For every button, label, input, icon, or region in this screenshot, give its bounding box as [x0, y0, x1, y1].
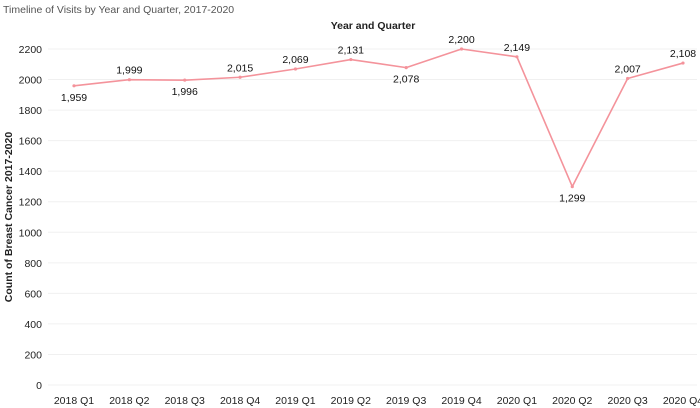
data-point[interactable] [626, 76, 630, 81]
x-tick-label: 2019 Q4 [441, 395, 481, 407]
series-layer [72, 47, 685, 189]
data-label: 2,108 [670, 48, 696, 60]
data-point[interactable] [238, 75, 242, 79]
data-label: 2,069 [282, 54, 308, 66]
data-point[interactable] [459, 47, 464, 51]
data-label: 2,149 [504, 42, 530, 54]
y-tick-label: 800 [24, 258, 42, 270]
y-tick-labels: 0 200 400 600 800 1000 1200 1400 1600 1800 2000 220… [19, 44, 43, 392]
y-tick-label: 2000 [19, 75, 43, 87]
data-label: 2,007 [614, 63, 640, 75]
data-label: 2,015 [227, 62, 253, 74]
x-tick-label: 2019 Q1 [275, 395, 315, 407]
y-tick-label: 2200 [19, 44, 43, 56]
data-label: 1,999 [116, 65, 142, 77]
x-tick-label: 2020 Q4 [663, 395, 700, 407]
grid-layer [48, 48, 697, 386]
x-tick-label: 2018 Q3 [165, 395, 205, 407]
data-point[interactable] [293, 67, 298, 71]
y-tick-label: 400 [24, 319, 42, 331]
x-tick-label: 2018 Q4 [220, 395, 260, 407]
y-tick-label: 200 [24, 349, 42, 361]
data-label: 2,200 [448, 34, 474, 46]
x-tick-label: 2018 Q2 [109, 395, 149, 407]
x-tick-label: 2020 Q1 [497, 395, 537, 407]
x-tick-label: 2019 Q3 [386, 395, 426, 407]
y-tick-label: 1600 [19, 136, 43, 148]
data-point[interactable] [570, 185, 574, 189]
x-tick-label: 2020 Q2 [552, 395, 592, 407]
data-label: 2,078 [393, 74, 419, 86]
data-label: 2,131 [338, 45, 364, 57]
series-line [73, 48, 684, 188]
y-tick-label: 0 [36, 380, 42, 392]
x-tick-label: 2018 Q1 [54, 395, 94, 407]
y-tick-label: 1400 [19, 166, 43, 178]
data-point[interactable] [515, 55, 519, 59]
data-point[interactable] [72, 84, 76, 88]
data-labels: 1,959 1,999 1,996 2,015 2,069 2,131 2,078 2,200… [61, 34, 696, 205]
data-label: 1,996 [172, 86, 198, 98]
y-tick-label: 1200 [19, 197, 43, 209]
data-point[interactable] [404, 66, 408, 70]
data-point[interactable] [127, 78, 131, 82]
data-point[interactable] [183, 78, 187, 82]
x-axis-title: Year and Quarter [331, 20, 416, 32]
y-axis-title: Count of Breast Cancer 2017-2020 [3, 132, 15, 303]
y-tick-label: 600 [24, 288, 42, 300]
data-label: 1,299 [559, 193, 585, 205]
y-tick-label: 1800 [19, 105, 43, 117]
page-title: Timeline of Visits by Year and Quarter, … [3, 4, 235, 16]
data-point[interactable] [349, 57, 353, 62]
x-tick-label: 2019 Q2 [331, 395, 371, 407]
data-label: 1,959 [61, 92, 87, 104]
y-tick-label: 1000 [19, 227, 43, 239]
data-point[interactable] [681, 61, 685, 65]
x-tick-labels: 2018 Q1 2018 Q2 2018 Q3 2018 Q4 2019 Q1 2019 … [54, 395, 700, 407]
x-tick-label: 2020 Q3 [607, 395, 647, 407]
